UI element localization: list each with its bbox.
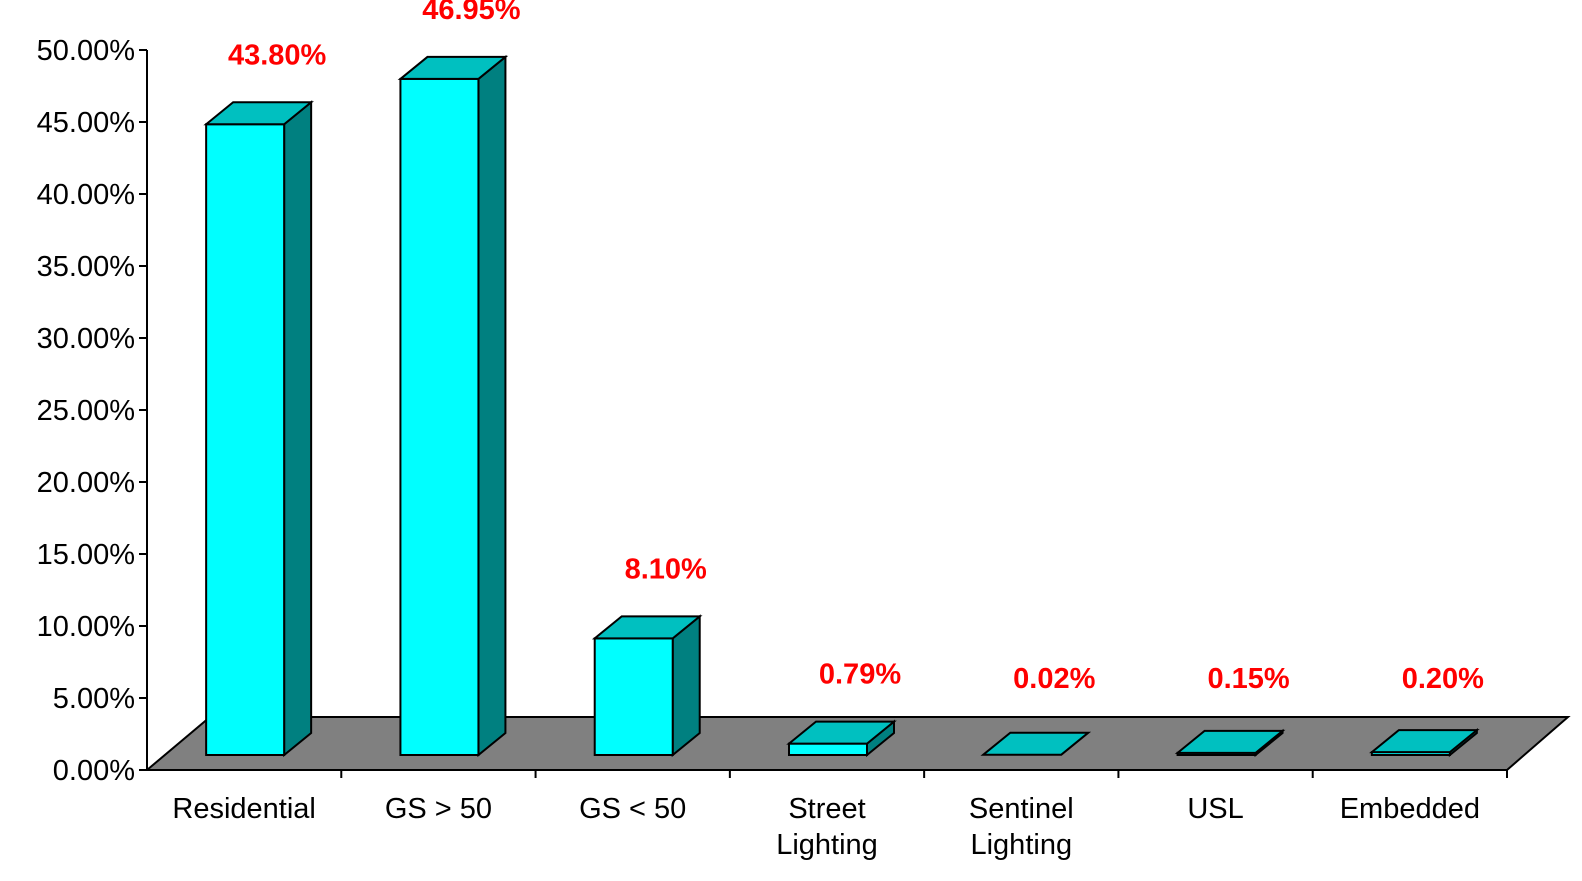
category-labels: Residential GS > 50 GS < 50 Street Lighting S… (172, 793, 1480, 861)
x-axis-ticks (340, 770, 1508, 778)
bar (203, 100, 314, 758)
y-tick-label: 45.00% (37, 107, 135, 139)
y-tick-label: 20.00% (37, 467, 135, 499)
bar-top-face (1174, 729, 1286, 754)
category-label: GS > 50 (385, 793, 492, 825)
y-tick-label: 25.00% (37, 395, 135, 427)
data-label: 8.10% (625, 553, 707, 585)
bar-top-face (397, 55, 509, 80)
bar-side-face (477, 54, 507, 758)
data-label: 0.15% (1207, 663, 1289, 695)
category-label: USL (1187, 793, 1243, 825)
category-label: Residential (172, 793, 315, 825)
bar-top-face (980, 731, 1092, 756)
bars (203, 54, 1480, 758)
category-label: Sentinel Lighting (969, 793, 1074, 861)
bar-top-face (591, 615, 703, 640)
bar-top-face (1369, 729, 1480, 754)
data-label: 43.80% (228, 39, 327, 71)
y-tick-label: 0.00% (53, 755, 135, 787)
bar-front-face (205, 123, 286, 756)
y-axis-ticks: 0.00% 5.00% 10.00% 15.00% 20.00% 25.00% 30.00%… (37, 35, 147, 787)
category-label: Street Lighting (776, 793, 878, 861)
bar (591, 614, 703, 758)
bar-front-face (593, 637, 674, 756)
data-label: 46.95% (422, 0, 521, 26)
y-tick-label: 5.00% (53, 683, 135, 715)
bar (980, 731, 1092, 756)
y-tick-label: 30.00% (37, 323, 135, 355)
bar-side-face (283, 100, 313, 758)
data-labels: 43.80% 46.95% 8.10% 0.79% 0.02% 0.15% 0.20% (228, 0, 1484, 695)
data-label: 0.79% (819, 659, 901, 691)
bar (1369, 728, 1480, 758)
bar-side-face (671, 614, 701, 758)
category-label: Embedded (1340, 793, 1480, 825)
bar-front-face (788, 742, 868, 757)
y-tick-label: 15.00% (37, 539, 135, 571)
bar-front-face (399, 77, 480, 757)
bar-top-face (203, 101, 314, 126)
bar (786, 719, 897, 758)
bar-top-face (786, 720, 897, 745)
data-label: 0.20% (1402, 663, 1484, 695)
bar (397, 54, 509, 758)
bar (1174, 728, 1286, 758)
y-tick-label: 10.00% (37, 611, 135, 643)
y-tick-label: 35.00% (37, 251, 135, 283)
y-tick-label: 50.00% (37, 35, 135, 67)
data-label: 0.02% (1013, 663, 1095, 695)
category-label: GS < 50 (579, 793, 686, 825)
y-tick-label: 40.00% (37, 179, 135, 211)
